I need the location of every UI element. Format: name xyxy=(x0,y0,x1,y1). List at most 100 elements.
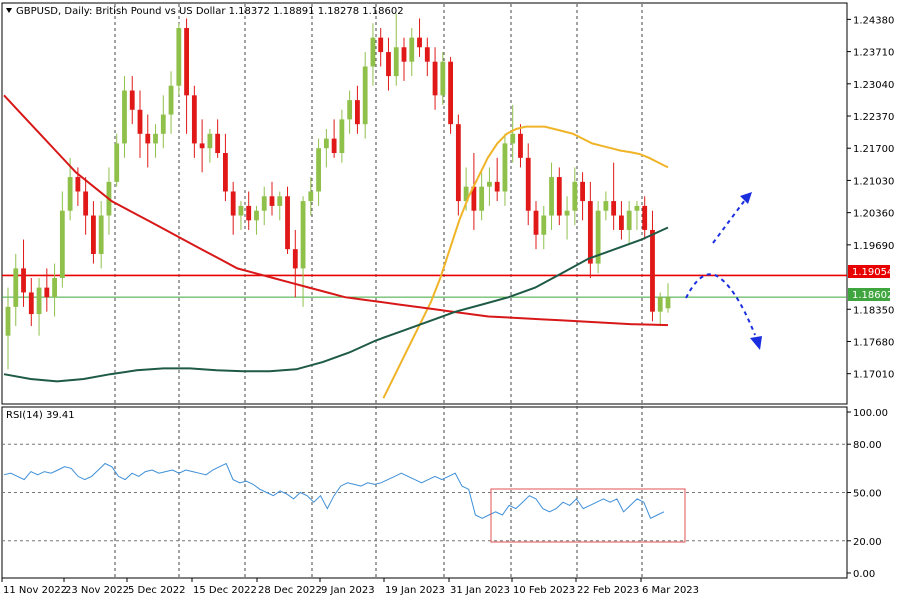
price-tick-label: 1.17010 xyxy=(853,370,894,381)
candle xyxy=(67,157,73,221)
candle-body xyxy=(331,138,337,154)
candle xyxy=(316,138,321,206)
candle-body xyxy=(269,196,275,206)
candle-body xyxy=(122,90,127,144)
candle-body xyxy=(83,191,89,216)
candle-body xyxy=(246,205,252,221)
candle xyxy=(292,229,298,298)
candle-body xyxy=(401,47,407,62)
rsi-tick-label: 100.00 xyxy=(853,408,888,419)
candle-body xyxy=(463,186,469,202)
candle xyxy=(494,157,500,202)
candle-body xyxy=(409,37,415,62)
candle-body xyxy=(98,215,104,254)
price-tick-label: 1.21030 xyxy=(853,176,894,187)
candle xyxy=(176,23,182,96)
candle-body xyxy=(533,210,539,235)
candle-body xyxy=(603,201,609,211)
candle xyxy=(587,181,593,279)
candle-body xyxy=(67,177,73,211)
candle xyxy=(21,239,26,307)
candle-body xyxy=(502,143,508,192)
time-tick-label: 10 Feb 2023 xyxy=(513,585,575,596)
candle xyxy=(207,128,213,163)
candle xyxy=(160,95,166,149)
candle-body xyxy=(665,297,671,309)
candle-body xyxy=(238,205,244,216)
candle xyxy=(355,85,360,134)
candle xyxy=(455,114,461,216)
candle-body xyxy=(215,133,221,154)
candle xyxy=(533,201,539,250)
candle-body xyxy=(611,201,617,216)
candle xyxy=(153,124,158,158)
candle-body xyxy=(292,249,298,269)
candle xyxy=(510,104,516,163)
candle xyxy=(595,201,601,274)
candle xyxy=(378,28,384,67)
candle xyxy=(36,278,42,336)
candle-body xyxy=(223,153,228,192)
candle-body xyxy=(153,133,158,144)
collapse-triangle-icon[interactable] xyxy=(6,8,12,13)
candle xyxy=(362,52,368,139)
candle xyxy=(28,278,34,327)
candle-body xyxy=(347,100,353,120)
time-tick-label: 15 Dec 2022 xyxy=(193,585,257,596)
candle-body xyxy=(308,191,314,202)
price-tick-label: 1.18350 xyxy=(853,305,894,316)
candle-body xyxy=(393,47,399,77)
candle xyxy=(122,76,127,158)
up-arrow-path xyxy=(712,199,746,244)
candle xyxy=(650,210,655,322)
price-tick-label: 1.24380 xyxy=(853,15,894,26)
candle-body xyxy=(261,196,267,211)
candle xyxy=(626,201,632,245)
candle xyxy=(424,37,430,77)
candle-body xyxy=(386,52,391,77)
candle-body xyxy=(176,28,182,86)
candle xyxy=(347,90,353,134)
candle xyxy=(549,162,554,230)
price-tick-label: 1.20360 xyxy=(853,209,894,220)
candle xyxy=(261,186,267,226)
candle xyxy=(59,191,65,288)
candle-body xyxy=(634,205,640,211)
time-tick-label: 9 Jan 2023 xyxy=(321,585,375,596)
candle xyxy=(479,172,485,221)
candle-body xyxy=(471,186,477,211)
candle-body xyxy=(440,61,446,96)
resistance-price-tag: 1.19054 xyxy=(848,265,893,278)
candle xyxy=(254,205,259,235)
candle xyxy=(83,177,89,235)
time-tick-label: 23 Nov 2022 xyxy=(65,585,129,596)
candle-body xyxy=(129,90,135,110)
candle-body xyxy=(114,143,120,182)
candle-body xyxy=(595,210,601,264)
candle xyxy=(331,119,337,158)
ma-line-dark xyxy=(3,226,669,383)
candle xyxy=(393,13,399,86)
time-tick-label: 28 Dec 2022 xyxy=(258,585,322,596)
candle xyxy=(246,191,252,230)
candle-body xyxy=(487,181,492,187)
candle-body xyxy=(59,210,65,279)
candle-body xyxy=(316,148,321,192)
candle-body xyxy=(285,196,290,250)
rsi-axis: 100.00 80.00 50.00 20.00 0.00 xyxy=(847,408,888,580)
candle xyxy=(603,191,609,221)
candle xyxy=(191,85,197,158)
candle-body xyxy=(362,66,368,125)
candle xyxy=(642,196,648,240)
candle xyxy=(541,205,547,250)
candle xyxy=(518,124,523,168)
candle xyxy=(448,56,453,134)
rsi-highlight-box xyxy=(490,488,686,543)
candle-body xyxy=(145,133,151,144)
current-price-tag: 1.18602 xyxy=(848,288,893,301)
candle-body xyxy=(5,306,11,336)
candle xyxy=(572,167,578,226)
candle-body xyxy=(619,215,624,230)
